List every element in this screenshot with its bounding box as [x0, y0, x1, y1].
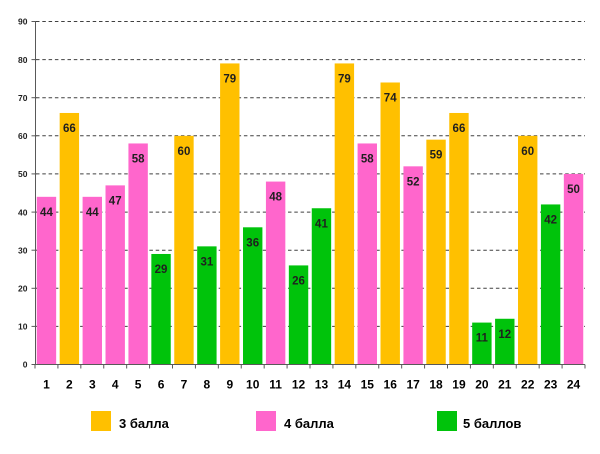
- svg-text:1: 1: [43, 378, 50, 392]
- svg-text:18: 18: [429, 378, 443, 392]
- svg-text:79: 79: [223, 73, 236, 85]
- svg-text:36: 36: [246, 237, 259, 249]
- svg-text:50: 50: [567, 184, 580, 196]
- svg-text:59: 59: [430, 150, 443, 162]
- svg-text:80: 80: [18, 55, 28, 65]
- svg-text:2: 2: [66, 378, 73, 392]
- svg-text:29: 29: [155, 264, 168, 276]
- svg-text:9: 9: [226, 378, 233, 392]
- svg-text:5: 5: [135, 378, 142, 392]
- svg-text:79: 79: [338, 73, 351, 85]
- svg-text:12: 12: [292, 378, 306, 392]
- svg-text:66: 66: [453, 123, 466, 135]
- svg-text:4 балла: 4 балла: [284, 416, 335, 431]
- svg-text:0: 0: [23, 360, 28, 370]
- svg-text:58: 58: [132, 153, 145, 165]
- svg-text:20: 20: [18, 284, 28, 294]
- svg-text:5 баллов: 5 баллов: [463, 416, 521, 431]
- svg-text:24: 24: [567, 378, 581, 392]
- svg-text:19: 19: [452, 378, 466, 392]
- svg-text:11: 11: [269, 378, 282, 392]
- svg-text:66: 66: [63, 123, 76, 135]
- svg-text:42: 42: [544, 214, 557, 226]
- svg-text:47: 47: [109, 195, 122, 207]
- svg-text:30: 30: [18, 245, 28, 255]
- svg-text:17: 17: [406, 378, 420, 392]
- svg-text:13: 13: [315, 378, 329, 392]
- svg-text:12: 12: [498, 329, 511, 341]
- svg-text:31: 31: [200, 256, 213, 268]
- svg-text:90: 90: [18, 17, 28, 27]
- svg-text:52: 52: [407, 176, 420, 188]
- svg-text:16: 16: [384, 378, 398, 392]
- svg-text:21: 21: [498, 378, 512, 392]
- svg-text:11: 11: [476, 333, 489, 345]
- svg-text:40: 40: [18, 207, 28, 217]
- svg-text:50: 50: [18, 169, 28, 179]
- svg-text:3: 3: [89, 378, 96, 392]
- svg-text:74: 74: [384, 92, 397, 104]
- svg-text:22: 22: [521, 378, 535, 392]
- svg-text:44: 44: [86, 207, 99, 219]
- svg-text:26: 26: [292, 275, 305, 287]
- svg-text:7: 7: [181, 378, 188, 392]
- svg-text:15: 15: [361, 378, 375, 392]
- svg-text:70: 70: [18, 93, 28, 103]
- svg-text:8: 8: [204, 378, 211, 392]
- svg-text:23: 23: [544, 378, 558, 392]
- svg-text:3 балла: 3 балла: [119, 416, 170, 431]
- svg-text:44: 44: [40, 207, 53, 219]
- svg-text:48: 48: [269, 192, 282, 204]
- svg-text:60: 60: [18, 131, 28, 141]
- svg-text:20: 20: [475, 378, 489, 392]
- svg-text:60: 60: [521, 146, 534, 158]
- svg-text:14: 14: [338, 378, 352, 392]
- svg-text:6: 6: [158, 378, 165, 392]
- svg-text:41: 41: [315, 218, 328, 230]
- svg-text:60: 60: [178, 146, 191, 158]
- svg-text:10: 10: [18, 322, 28, 332]
- svg-text:4: 4: [112, 378, 119, 392]
- svg-text:58: 58: [361, 153, 374, 165]
- svg-text:10: 10: [246, 378, 260, 392]
